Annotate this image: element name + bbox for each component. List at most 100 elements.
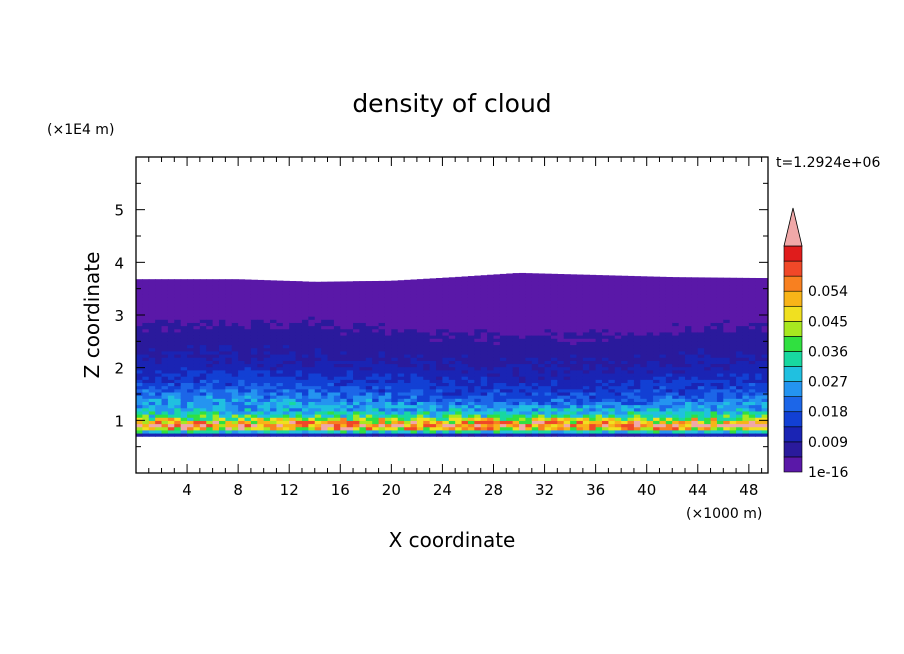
heat-cell bbox=[289, 388, 297, 393]
heat-cell bbox=[238, 410, 246, 415]
heat-cell bbox=[167, 353, 175, 358]
heat-cell bbox=[391, 404, 399, 409]
heat-cell bbox=[506, 423, 514, 428]
heat-cell bbox=[589, 306, 597, 311]
heat-cell bbox=[136, 385, 143, 390]
heat-cell bbox=[436, 366, 444, 371]
heat-cell bbox=[704, 281, 712, 286]
heat-cell bbox=[391, 363, 399, 368]
heat-cell bbox=[512, 312, 520, 317]
heat-cell bbox=[174, 297, 182, 301]
heat-cell bbox=[723, 372, 731, 377]
heat-cell bbox=[614, 432, 622, 437]
heat-cell bbox=[410, 407, 418, 412]
heat-cell bbox=[614, 372, 622, 377]
heat-cell bbox=[665, 335, 673, 339]
heat-cell bbox=[736, 309, 744, 314]
heat-cell bbox=[442, 391, 450, 396]
heat-cell bbox=[538, 319, 546, 323]
heat-cell bbox=[276, 335, 284, 339]
heat-cell bbox=[665, 395, 673, 399]
heat-cell bbox=[614, 353, 622, 358]
heat-cell bbox=[257, 281, 265, 286]
heat-cell bbox=[493, 274, 501, 279]
heat-cell bbox=[225, 395, 233, 399]
heat-cell bbox=[321, 344, 329, 349]
heat-cell bbox=[442, 316, 450, 320]
heat-cell bbox=[589, 385, 597, 390]
heat-cell bbox=[474, 353, 482, 358]
heat-cell bbox=[193, 281, 201, 286]
heat-cell bbox=[480, 312, 488, 317]
heat-cell bbox=[199, 312, 207, 317]
heat-cell bbox=[723, 401, 731, 406]
heat-cell bbox=[538, 372, 546, 377]
heat-cell bbox=[704, 309, 712, 314]
heat-cell bbox=[142, 316, 150, 320]
heat-cell bbox=[308, 350, 316, 355]
heat-cell bbox=[736, 369, 744, 374]
heat-cell bbox=[225, 279, 233, 282]
heat-cell bbox=[589, 287, 597, 292]
heat-cell bbox=[340, 350, 348, 355]
heat-cell bbox=[672, 300, 680, 305]
heat-cell bbox=[544, 328, 552, 333]
heat-cell bbox=[665, 357, 673, 361]
heat-cell bbox=[480, 398, 488, 402]
heat-cell bbox=[461, 417, 469, 421]
heat-cell bbox=[142, 287, 150, 292]
heat-cell bbox=[653, 414, 661, 418]
heat-cell bbox=[595, 316, 603, 320]
heat-cell bbox=[550, 414, 558, 418]
heat-cell bbox=[142, 303, 150, 308]
heat-cell bbox=[372, 432, 380, 437]
heat-cell bbox=[301, 410, 309, 415]
heat-cell bbox=[333, 372, 341, 377]
heat-cell bbox=[614, 325, 622, 330]
heat-cell bbox=[474, 275, 482, 279]
heat-cell bbox=[250, 401, 258, 406]
heat-cell bbox=[353, 293, 361, 298]
heat-cell bbox=[608, 278, 616, 282]
heat-cell bbox=[448, 432, 456, 437]
heat-cell bbox=[614, 414, 622, 418]
heat-cell bbox=[474, 297, 482, 301]
heat-cell bbox=[231, 312, 239, 317]
heat-cell bbox=[333, 303, 341, 308]
heat-cell bbox=[359, 401, 367, 406]
heat-cell bbox=[506, 274, 514, 279]
heat-cell bbox=[665, 401, 673, 406]
heat-cell bbox=[519, 325, 527, 330]
heat-cell bbox=[142, 300, 150, 305]
heat-cell bbox=[691, 388, 699, 393]
heat-cell bbox=[710, 312, 718, 317]
heat-cell bbox=[576, 353, 584, 358]
heat-cell bbox=[576, 297, 584, 301]
heat-cell bbox=[755, 376, 763, 380]
heat-cell bbox=[142, 350, 150, 355]
heat-cell bbox=[557, 297, 565, 301]
heat-cell bbox=[659, 322, 667, 327]
heat-cell bbox=[429, 281, 437, 286]
heat-cell bbox=[602, 429, 609, 434]
heat-cell bbox=[748, 360, 756, 365]
heat-cell bbox=[582, 287, 590, 292]
heat-cell bbox=[525, 328, 533, 333]
heat-cell bbox=[142, 372, 150, 377]
heat-cell bbox=[672, 338, 680, 342]
heat-cell bbox=[244, 429, 252, 434]
heat-cell bbox=[563, 420, 571, 425]
heat-cell bbox=[761, 382, 768, 387]
heat-cell bbox=[608, 372, 616, 377]
heat-cell bbox=[193, 325, 201, 330]
heat-cell bbox=[308, 410, 316, 415]
heat-cell bbox=[231, 404, 239, 409]
heat-cell bbox=[608, 379, 616, 384]
heat-cell bbox=[276, 388, 284, 393]
heat-cell bbox=[384, 319, 392, 323]
heat-cell bbox=[550, 273, 558, 276]
heat-cell bbox=[212, 385, 220, 390]
heat-cell bbox=[557, 423, 565, 428]
heat-cell bbox=[263, 417, 271, 421]
heat-cell bbox=[640, 290, 648, 295]
